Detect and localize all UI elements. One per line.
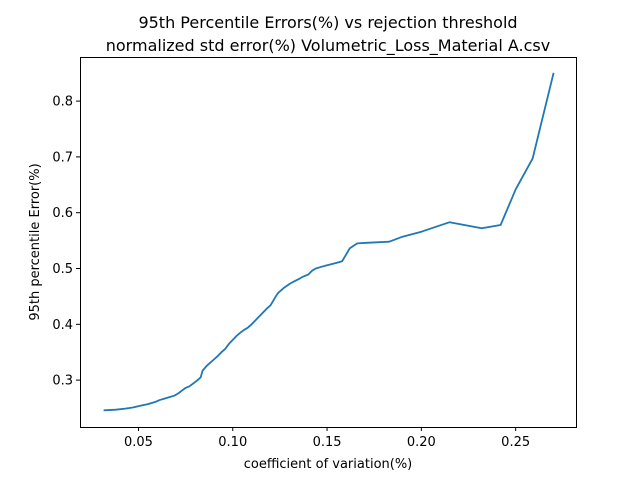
y-axis-ticks: 0.3 0.4 0.5 0.6 0.7 0.8 bbox=[52, 95, 80, 389]
chart-title-line-2: normalized std error(%) Volumetric_Loss_… bbox=[106, 36, 550, 56]
y-tick-label: 0.4 bbox=[52, 318, 73, 333]
x-axis-ticks: 0.05 0.10 0.15 0.20 0.25 bbox=[124, 427, 530, 450]
x-tick-label: 0.05 bbox=[124, 435, 153, 450]
x-tick-label: 0.10 bbox=[218, 435, 247, 450]
series-line bbox=[103, 72, 555, 412]
y-tick-label: 0.5 bbox=[52, 262, 73, 277]
y-tick-label: 0.3 bbox=[52, 374, 73, 389]
y-axis-label: 95th percentile Error(%) bbox=[28, 163, 43, 320]
axes-frame bbox=[80, 57, 577, 428]
x-tick-label: 0.15 bbox=[313, 435, 342, 450]
x-tick-label: 0.20 bbox=[407, 435, 436, 450]
x-tick-label: 0.25 bbox=[501, 435, 530, 450]
y-tick-label: 0.6 bbox=[52, 206, 73, 221]
x-axis-label: coefficient of variation(%) bbox=[244, 457, 413, 472]
plot-area bbox=[80, 57, 577, 428]
y-tick-label: 0.8 bbox=[52, 95, 73, 110]
chart-title-line-1: 95th Percentile Errors(%) vs rejection t… bbox=[138, 13, 517, 32]
y-tick-label: 0.7 bbox=[52, 150, 73, 165]
